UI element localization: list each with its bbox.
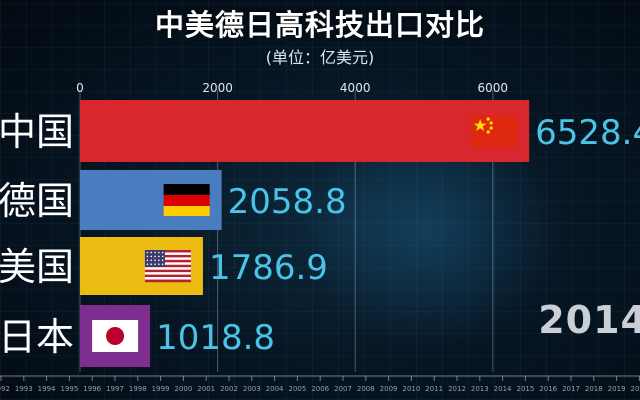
timeline-year-label: 2002	[220, 385, 238, 393]
flag-stripe	[144, 279, 191, 283]
flag-stripe	[163, 195, 210, 206]
flag-stripe	[144, 274, 191, 278]
flag-disc	[106, 327, 125, 345]
flag-star	[154, 263, 156, 265]
flag-star	[150, 259, 153, 262]
timeline-year-label: 2016	[539, 385, 557, 393]
flag-star	[486, 130, 490, 134]
timeline-year-label: 1996	[83, 385, 101, 393]
timeline-year-label: 1999	[152, 385, 170, 393]
x-tick-label: 4000	[340, 81, 371, 95]
timeline-year-label: 1994	[38, 385, 56, 393]
timeline-year-label: 2018	[585, 385, 603, 393]
value-label: 1018.8	[156, 318, 275, 358]
flag-stripe	[163, 184, 210, 195]
flag-stripe	[144, 252, 191, 256]
flag-stripe	[144, 269, 191, 273]
flag-stripe	[163, 206, 210, 216]
value-label: 1786.9	[209, 248, 328, 288]
flag-field	[471, 115, 518, 147]
flag-stripe	[144, 272, 191, 275]
timeline-year-label: 2000	[174, 385, 192, 393]
flag-star	[150, 255, 153, 258]
category-label: 美国	[0, 245, 74, 289]
timeline-year-label: 2001	[197, 385, 215, 393]
timeline-year-label: 2015	[516, 385, 534, 393]
flag-star	[161, 255, 164, 258]
flag-star	[489, 126, 493, 130]
flag-star	[161, 259, 164, 262]
timeline-year-label: 2007	[334, 385, 352, 393]
flag-star	[150, 263, 153, 265]
timeline-year-label: 2006	[311, 385, 329, 393]
timeline-year-label: 2014	[494, 385, 512, 393]
flag-star	[158, 255, 160, 258]
flag-stripe	[144, 254, 191, 258]
flag-star	[146, 263, 149, 265]
category-label: 中国	[0, 110, 74, 154]
timeline-year-label: 2008	[357, 385, 375, 393]
flag-stripe	[144, 262, 191, 265]
flag-stripe	[144, 259, 191, 263]
usa-flag-icon	[144, 250, 191, 283]
current-year-label: 2014	[538, 298, 640, 342]
chart-subtitle: (单位：亿美元)	[265, 48, 375, 67]
flag-stripe	[144, 257, 191, 261]
timeline-year-label: 2013	[471, 385, 489, 393]
germany-flag-icon	[163, 184, 210, 216]
flag-star	[158, 259, 160, 262]
value-label: 2058.8	[228, 182, 347, 222]
flag-star	[486, 117, 490, 121]
timeline-year-label: 2005	[288, 385, 306, 393]
timeline-year-label: 1998	[129, 385, 147, 393]
chart-title: 中美德日高科技出口对比	[154, 8, 485, 42]
flag-star	[158, 263, 160, 265]
flag-star	[154, 255, 156, 258]
x-tick-label: 2000	[202, 81, 233, 95]
timeline-year-label: 1995	[60, 385, 78, 393]
flag-star	[161, 251, 164, 254]
timeline-year-label: 2004	[266, 385, 284, 393]
flag-star	[150, 251, 153, 254]
flag-stripe	[144, 267, 191, 270]
bar	[80, 100, 530, 162]
timeline-year-label: 2009	[380, 385, 398, 393]
flag-star	[489, 121, 493, 125]
value-label: 6528.4	[535, 113, 640, 153]
flag-star	[473, 119, 487, 131]
flag-stripe	[144, 250, 191, 253]
flag-stripe	[144, 277, 191, 280]
timeline-year-label: 1997	[106, 385, 124, 393]
japan-flag-icon	[92, 320, 139, 352]
timeline-year-label: 2019	[608, 385, 626, 393]
timeline-year-label: 1992	[0, 385, 10, 393]
category-label: 日本	[0, 315, 74, 359]
category-label: 德国	[0, 179, 74, 223]
timeline-year-label: 2010	[402, 385, 420, 393]
timeline-year-label: 1993	[15, 385, 33, 393]
timeline-year-label: 2012	[448, 385, 466, 393]
x-tick-label: 0	[76, 81, 84, 95]
flag-star	[146, 251, 149, 254]
flag-star	[154, 251, 156, 254]
flag-stripe	[144, 264, 191, 268]
flag-star	[154, 259, 156, 262]
flag-star	[146, 259, 149, 262]
timeline-year-label: 2003	[243, 385, 261, 393]
china-flag-icon	[471, 115, 518, 147]
flag-star	[146, 255, 149, 258]
flag-star	[161, 263, 164, 265]
timeline-year-label: 2017	[562, 385, 580, 393]
flag-star	[158, 251, 160, 254]
timeline-year-label: 2011	[425, 385, 443, 393]
x-tick-label: 6000	[478, 81, 509, 95]
flag-canton	[144, 250, 165, 267]
